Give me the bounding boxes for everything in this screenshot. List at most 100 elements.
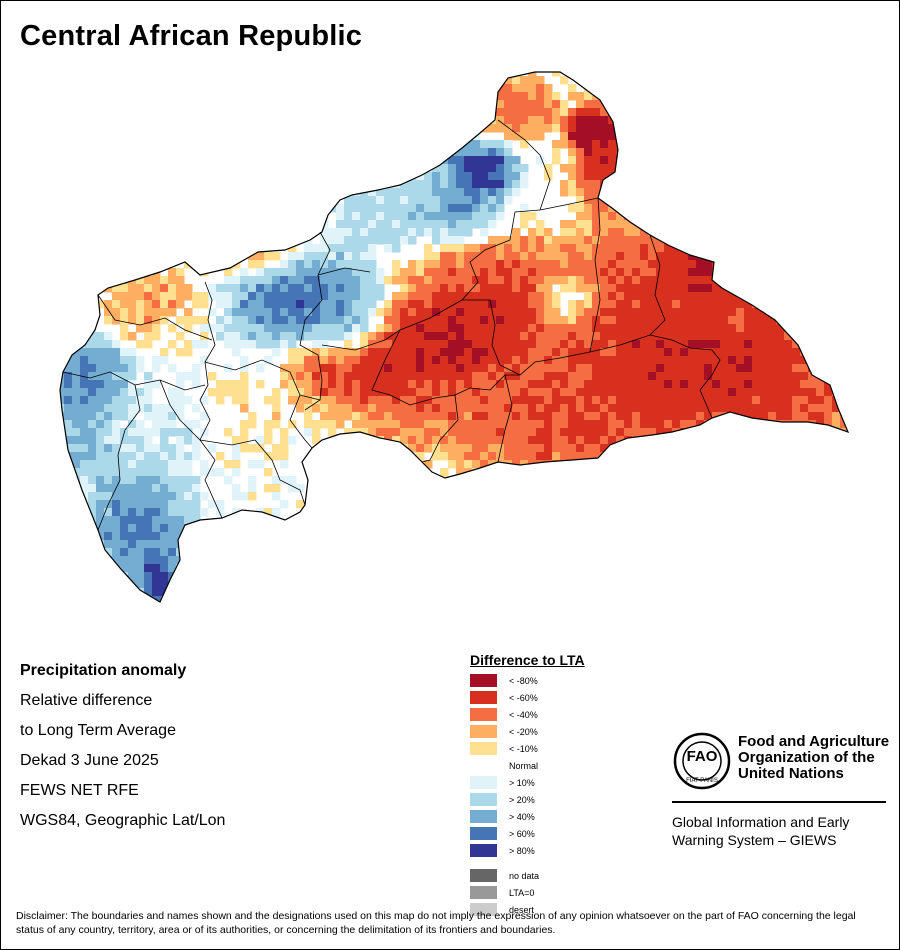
anomaly-cell: [536, 468, 545, 477]
anomaly-cell: [376, 412, 385, 421]
anomaly-cell: [344, 212, 353, 221]
anomaly-cell: [272, 204, 281, 213]
anomaly-cell: [440, 556, 449, 565]
anomaly-cell: [696, 380, 705, 389]
anomaly-cell: [512, 132, 521, 141]
anomaly-cell: [744, 228, 753, 237]
anomaly-cell: [608, 76, 617, 85]
anomaly-cell: [432, 268, 441, 277]
anomaly-cell: [216, 172, 225, 181]
anomaly-cell: [728, 260, 737, 269]
anomaly-cell: [672, 268, 681, 277]
anomaly-cell: [392, 220, 401, 229]
anomaly-cell: [528, 116, 537, 125]
anomaly-cell: [640, 364, 649, 373]
anomaly-cell: [848, 444, 857, 453]
anomaly-cell: [512, 476, 521, 485]
anomaly-cell: [176, 300, 185, 309]
anomaly-cell: [248, 492, 257, 501]
anomaly-cell: [720, 548, 729, 557]
anomaly-cell: [296, 276, 305, 285]
anomaly-cell: [728, 356, 737, 365]
anomaly-cell: [688, 92, 697, 101]
anomaly-cell: [64, 220, 73, 229]
anomaly-cell: [424, 532, 433, 541]
anomaly-cell: [176, 484, 185, 493]
anomaly-cell: [640, 236, 649, 245]
anomaly-cell: [168, 100, 177, 109]
anomaly-cell: [120, 540, 129, 549]
anomaly-cell: [712, 428, 721, 437]
anomaly-cell: [752, 444, 761, 453]
anomaly-cell: [408, 260, 417, 269]
anomaly-cell: [168, 444, 177, 453]
anomaly-cell: [72, 380, 81, 389]
anomaly-cell: [616, 260, 625, 269]
anomaly-cell: [440, 436, 449, 445]
anomaly-cell: [320, 84, 329, 93]
anomaly-cell: [832, 452, 841, 461]
anomaly-cell: [96, 396, 105, 405]
anomaly-cell: [520, 348, 529, 357]
anomaly-cell: [504, 484, 513, 493]
legend-wet-label: > 20%: [509, 794, 535, 805]
anomaly-cell: [344, 572, 353, 581]
anomaly-cell: [128, 348, 137, 357]
anomaly-cell: [96, 364, 105, 373]
anomaly-cell: [80, 588, 89, 597]
anomaly-cell: [464, 284, 473, 293]
anomaly-cell: [144, 452, 153, 461]
anomaly-cell: [328, 404, 337, 413]
anomaly-cell: [784, 396, 793, 405]
anomaly-cell: [280, 292, 289, 301]
anomaly-cell: [744, 372, 753, 381]
anomaly-cell: [376, 172, 385, 181]
anomaly-cell: [160, 556, 169, 565]
anomaly-cell: [592, 492, 601, 501]
anomaly-cell: [424, 436, 433, 445]
anomaly-cell: [304, 324, 313, 333]
anomaly-cell: [776, 140, 785, 149]
anomaly-cell: [624, 180, 633, 189]
anomaly-cell: [568, 324, 577, 333]
anomaly-cell: [128, 452, 137, 461]
anomaly-cell: [720, 396, 729, 405]
anomaly-cell: [608, 84, 617, 93]
anomaly-cell: [504, 180, 513, 189]
anomaly-cell: [800, 324, 809, 333]
anomaly-cell: [272, 564, 281, 573]
legend-wet-label: > 40%: [509, 811, 535, 822]
anomaly-cell: [744, 404, 753, 413]
anomaly-cell: [432, 588, 441, 597]
anomaly-cell: [608, 364, 617, 373]
anomaly-cell: [576, 388, 585, 397]
anomaly-cell: [816, 524, 825, 533]
anomaly-cell: [808, 132, 817, 141]
anomaly-cell: [656, 588, 665, 597]
anomaly-cell: [584, 380, 593, 389]
anomaly-cell: [704, 156, 713, 165]
anomaly-cell: [448, 180, 457, 189]
anomaly-cell: [840, 260, 848, 269]
anomaly-cell: [664, 388, 673, 397]
anomaly-cell: [728, 404, 737, 413]
anomaly-cell: [112, 340, 121, 349]
legend-other-label: LTA=0: [509, 887, 535, 898]
anomaly-cell: [168, 508, 177, 517]
anomaly-cell: [464, 404, 473, 413]
anomaly-cell: [504, 372, 513, 381]
anomaly-cell: [632, 364, 641, 373]
anomaly-cell: [488, 84, 497, 93]
anomaly-cell: [368, 404, 377, 413]
anomaly-cell: [440, 308, 449, 317]
anomaly-cell: [816, 388, 825, 397]
anomaly-cell: [680, 452, 689, 461]
anomaly-cell: [560, 492, 569, 501]
anomaly-cell: [792, 444, 801, 453]
legend-wet-item: > 10%: [470, 774, 585, 791]
anomaly-cell: [408, 84, 417, 93]
anomaly-cell: [760, 252, 769, 261]
anomaly-cell: [288, 324, 297, 333]
anomaly-cell: [816, 72, 825, 77]
anomaly-cell: [72, 532, 81, 541]
